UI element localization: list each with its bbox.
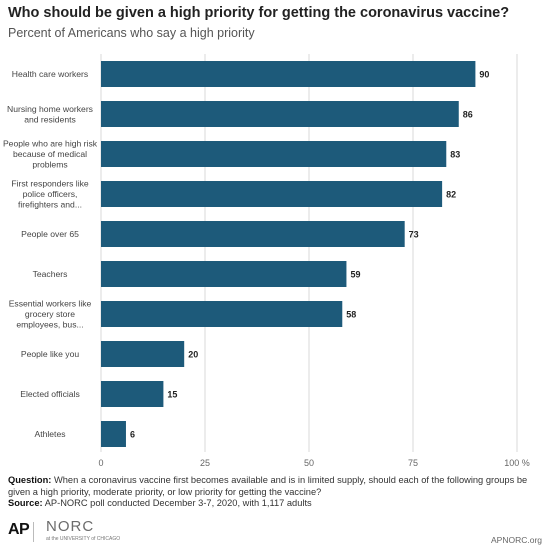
value-label: 58 xyxy=(346,310,356,320)
value-label: 82 xyxy=(446,190,456,200)
x-tick-label: 25 xyxy=(200,458,210,468)
category-label-line: Health care workers xyxy=(12,69,88,79)
category-label-line: and residents xyxy=(24,114,76,124)
category-label-line: grocery store xyxy=(25,309,75,319)
category-label-line: Elected officials xyxy=(20,389,80,399)
chart-footer: Question: When a coronavirus vaccine fir… xyxy=(8,475,544,510)
category-label-line: First responders like xyxy=(11,179,89,189)
value-label: 15 xyxy=(167,390,177,400)
value-label: 73 xyxy=(409,230,419,240)
category-label: Essential workers like grocery store emplo… xyxy=(9,299,92,330)
category-label: Teachers xyxy=(33,269,68,279)
category-label: Elected officials xyxy=(20,389,80,399)
branding-bar: AP NORC at the UNIVERSITY of CHICAGO APN… xyxy=(0,516,550,550)
category-label: Nursing home workers and residents xyxy=(7,104,93,125)
norc-logo: NORC at the UNIVERSITY of CHICAGO xyxy=(42,518,132,546)
chart-subtitle: Percent of Americans who say a high prio… xyxy=(8,26,255,40)
category-label-line: Teachers xyxy=(33,269,68,279)
category-label-line: employees, bus... xyxy=(16,320,83,330)
category-label-line: People who are high risk xyxy=(3,139,98,149)
category-label-line: problems xyxy=(32,160,67,170)
ap-logo: AP xyxy=(8,521,30,538)
logo-divider xyxy=(33,522,34,542)
question-text: When a coronavirus vaccine first becomes… xyxy=(8,475,528,497)
category-label: Health care workers xyxy=(12,69,88,79)
category-label-line: Essential workers like xyxy=(9,299,92,309)
category-label-line: People like you xyxy=(21,349,80,359)
category-label-line: firefighters and... xyxy=(18,200,82,210)
x-tick-label: 100 % xyxy=(504,458,530,468)
bar xyxy=(101,181,443,207)
category-label-line: Nursing home workers xyxy=(7,104,93,114)
bar xyxy=(101,381,164,407)
category-label-line: because of medical xyxy=(13,149,87,159)
bar xyxy=(101,421,126,447)
bar-chart: 0 25 50 75 100 % 90 Health care workers 86 Nursi… xyxy=(3,54,530,468)
bar xyxy=(101,221,405,247)
bar xyxy=(101,141,447,167)
value-label: 20 xyxy=(188,350,198,360)
value-label: 90 xyxy=(479,70,489,80)
x-tick-label: 75 xyxy=(408,458,418,468)
bar xyxy=(101,301,343,327)
chart-title: Who should be given a high priority for … xyxy=(8,5,510,21)
value-label: 83 xyxy=(450,150,460,160)
category-label-line: Athletes xyxy=(34,429,65,439)
value-label: 6 xyxy=(130,430,135,440)
bar xyxy=(101,261,347,287)
category-label: People over 65 xyxy=(21,229,79,239)
bar xyxy=(101,61,476,87)
source-label: Source: xyxy=(8,498,43,508)
x-tick-label: 50 xyxy=(304,458,314,468)
source-text: AP-NORC poll conducted December 3-7, 202… xyxy=(42,498,312,508)
source-note: Source: AP-NORC poll conducted December … xyxy=(8,498,544,510)
bar xyxy=(101,101,459,127)
value-label: 59 xyxy=(350,270,360,280)
category-label: People like you xyxy=(21,349,80,359)
question-note: Question: When a coronavirus vaccine fir… xyxy=(8,475,544,498)
category-label-line: People over 65 xyxy=(21,229,79,239)
norc-logo-subtext: at the UNIVERSITY of CHICAGO xyxy=(46,536,121,542)
x-tick-label: 0 xyxy=(98,458,103,468)
category-label-line: police officers, xyxy=(23,189,78,199)
question-label: Question: xyxy=(8,475,52,485)
value-label: 86 xyxy=(463,110,473,120)
category-label: First responders like police officers, fir… xyxy=(11,179,89,210)
bar xyxy=(101,341,185,367)
norc-logo-text: NORC xyxy=(46,518,95,535)
apnorc-url: APNORC.org xyxy=(490,535,542,545)
category-label: People who are high risk because of medic… xyxy=(3,139,98,170)
category-label: Athletes xyxy=(34,429,65,439)
